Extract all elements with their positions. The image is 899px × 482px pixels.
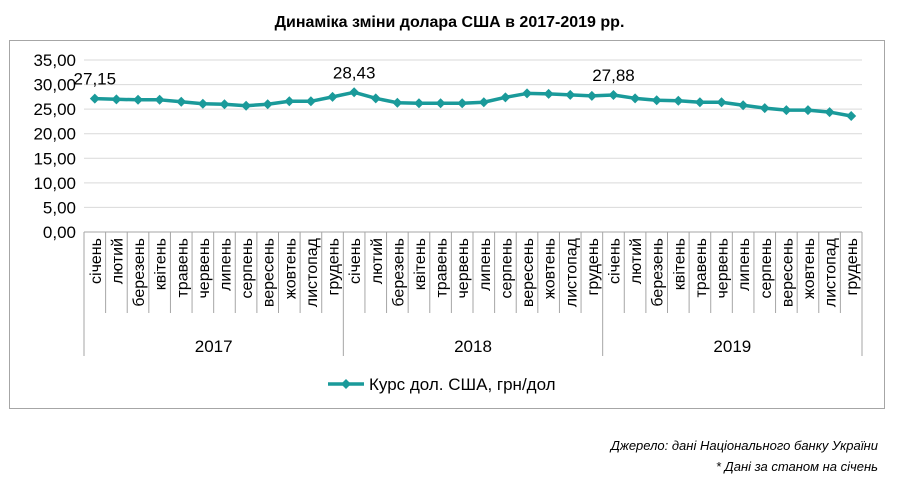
data-point [802, 105, 813, 116]
year-label: 2019 [713, 337, 751, 356]
data-point [565, 89, 576, 100]
x-tick-label: жовтень [282, 238, 299, 299]
x-tick-label: березень [131, 238, 148, 307]
data-point [781, 105, 792, 116]
x-tick-label: липень [736, 238, 753, 291]
footnote: * Дані за станом на січень [715, 459, 878, 474]
data-point [392, 97, 403, 108]
data-point [478, 97, 489, 108]
x-tick-label: квітень [412, 238, 429, 290]
series-line [94, 90, 852, 118]
data-label: 28,43 [333, 63, 376, 82]
data-point [846, 111, 857, 122]
x-tick-label: вересень [779, 238, 796, 307]
data-point [370, 93, 381, 104]
data-label: 27,88 [592, 66, 635, 85]
data-point [673, 95, 684, 106]
x-tick-label: лютий [109, 238, 126, 284]
x-tick-label: лютий [369, 238, 386, 284]
x-tick-label: грудень [844, 238, 861, 295]
data-point [284, 96, 295, 107]
data-point [522, 88, 533, 99]
data-point [543, 88, 554, 99]
x-tick-label: жовтень [542, 238, 559, 299]
y-tick-label: 25,00 [33, 100, 76, 119]
x-tick-label: листопад [304, 237, 321, 307]
data-point [176, 96, 187, 107]
x-tick-label: червень [455, 238, 472, 299]
data-point [500, 92, 511, 103]
data-label: 27,15 [74, 70, 117, 89]
x-tick-label: вересень [261, 238, 278, 307]
data-point [651, 95, 662, 106]
data-point [262, 99, 273, 110]
legend-label: Курс дол. США, грн/дол [369, 375, 556, 394]
x-tick-label: лютий [628, 238, 645, 284]
x-tick-label: липень [217, 238, 234, 291]
x-tick-label: червень [715, 238, 732, 299]
y-tick-label: 10,00 [33, 174, 76, 193]
y-tick-label: 20,00 [33, 125, 76, 144]
data-point [305, 96, 316, 107]
data-point [716, 97, 727, 108]
x-tick-label: січень [606, 238, 623, 284]
legend-marker [341, 379, 351, 389]
year-label: 2018 [454, 337, 492, 356]
data-point [133, 94, 144, 105]
data-point [457, 98, 468, 109]
data-point [824, 107, 835, 118]
x-tick-label: січень [347, 238, 364, 284]
source-note: Джерело: дані Національного банку Україн… [610, 438, 878, 453]
x-tick-label: серпень [498, 238, 515, 299]
year-label: 2017 [195, 337, 233, 356]
x-tick-label: вересень [520, 238, 537, 307]
x-tick-label: травень [174, 238, 191, 298]
x-tick-label: жовтень [801, 238, 818, 299]
y-tick-label: 5,00 [43, 198, 76, 217]
y-tick-label: 15,00 [33, 149, 76, 168]
data-point [111, 94, 122, 105]
chart-frame: 0,00 5,00 10,00 15,00 20,00 25,00 30,00 35,00 сі… [9, 40, 885, 409]
data-point [694, 97, 705, 108]
x-tick-label: квітень [671, 238, 688, 290]
data-point [738, 100, 749, 111]
data-point [608, 89, 619, 100]
data-point [630, 93, 641, 104]
data-point [241, 100, 252, 111]
y-tick-label: 0,00 [43, 223, 76, 242]
data-point [413, 98, 424, 109]
data-point [349, 87, 360, 98]
x-tick-label: березень [650, 238, 667, 307]
x-tick-label: березень [390, 238, 407, 307]
x-tick-label: грудень [585, 238, 602, 295]
y-tick-label: 30,00 [33, 76, 76, 95]
data-point [197, 98, 208, 109]
data-point [435, 98, 446, 109]
x-tick-label: серпень [758, 238, 775, 299]
y-tick-label: 35,00 [33, 51, 76, 70]
x-tick-label: травень [434, 238, 451, 298]
data-point [327, 91, 338, 102]
x-tick-label: листопад [563, 237, 580, 307]
x-tick-label: серпень [239, 238, 256, 299]
x-tick-label: січень [88, 238, 105, 284]
x-tick-label: квітень [153, 238, 170, 290]
data-point [759, 103, 770, 114]
x-tick-label: червень [196, 238, 213, 299]
data-point [154, 94, 165, 105]
x-tick-label: листопад [823, 237, 840, 307]
data-point [219, 99, 230, 110]
data-point [89, 93, 100, 104]
x-tick-label: грудень [326, 238, 343, 295]
line-chart: 0,00 5,00 10,00 15,00 20,00 25,00 30,00 35,00 сі… [33, 51, 863, 394]
x-tick-label: липень [477, 238, 494, 291]
chart-title: Динаміка зміни долара США в 2017-2019 рр… [274, 14, 625, 31]
x-tick-label: травень [693, 238, 710, 298]
data-point [586, 90, 597, 101]
